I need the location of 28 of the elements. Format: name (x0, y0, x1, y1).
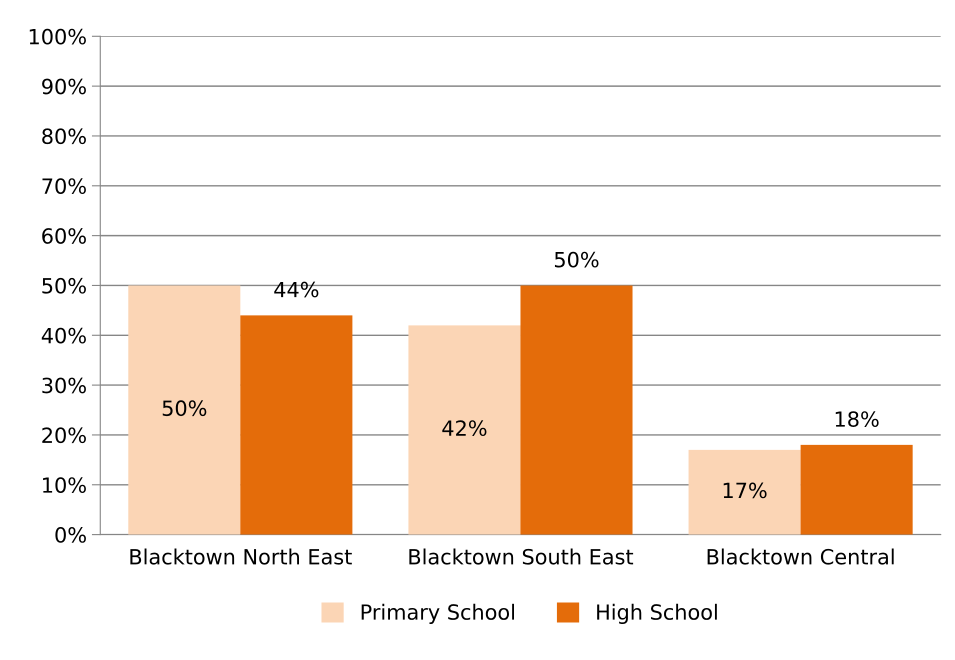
y-tick-label: 90% (42, 78, 86, 94)
y-tick-label: 100% (30, 28, 86, 45)
bar (688, 450, 801, 535)
data-label: 17% (724, 482, 767, 498)
y-tick-label: 60% (42, 228, 86, 244)
data-label: 50% (554, 252, 599, 268)
bar (128, 285, 240, 535)
y-tick-label: 80% (42, 128, 86, 144)
bar (240, 315, 352, 535)
y-tick-label: 30% (42, 378, 86, 394)
data-label: 42% (442, 420, 486, 436)
data-label: 18% (836, 411, 879, 427)
x-tick-label: Blacktown North East (130, 548, 352, 565)
bar (408, 325, 520, 535)
y-tick-label: 70% (42, 178, 86, 194)
legend-label: High School (597, 604, 717, 624)
y-tick-label: 10% (43, 477, 86, 493)
data-label: 50% (162, 400, 206, 416)
bar (800, 444, 913, 535)
x-tick-label: Blacktown South East (409, 548, 634, 565)
y-tick-label: 0% (55, 527, 86, 543)
data-label: 44% (274, 282, 318, 298)
x-tick-label: Blacktown Central (708, 548, 894, 565)
y-tick-label: 50% (42, 278, 86, 294)
bar (520, 285, 633, 535)
y-tick-label: 40% (42, 328, 86, 344)
y-tick-label: 20% (42, 427, 86, 444)
legend-label: Primary School (362, 604, 514, 624)
